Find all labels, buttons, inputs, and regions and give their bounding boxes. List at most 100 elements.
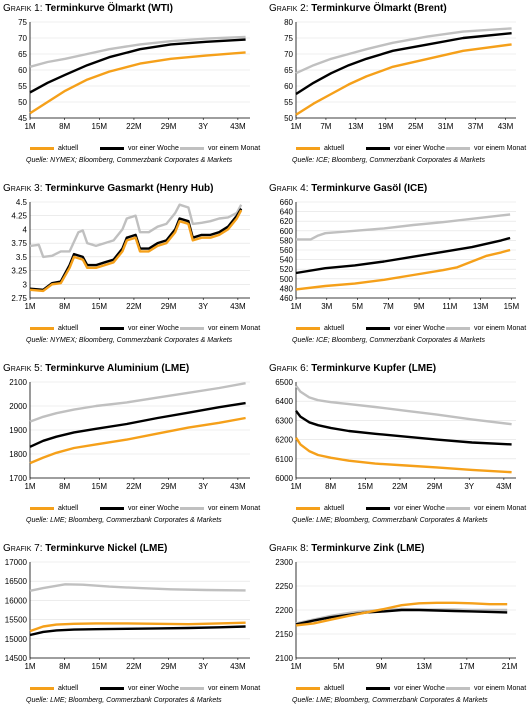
- y-tick-label: 600: [280, 227, 294, 236]
- legend-item-woche: vor einer Woche: [100, 501, 179, 515]
- chart-panel-8: Grafik 8: Terminkurve Zink (LME) 2100 2150…: [266, 540, 532, 720]
- legend-item-aktuell: aktuell: [30, 501, 78, 515]
- y-tick-label: 60: [284, 82, 293, 91]
- y-tick-label: 3.25: [11, 267, 27, 276]
- y-tick-label: 17000: [5, 558, 28, 567]
- series-line-monat: [29, 35, 246, 68]
- x-tick-label: 22M: [126, 302, 142, 311]
- x-tick-label: 13M: [473, 302, 489, 311]
- legend-label: vor einem Monat: [474, 504, 527, 512]
- legend-swatch: [30, 506, 54, 510]
- legend-swatch: [100, 506, 124, 510]
- legend-label: aktuell: [324, 144, 345, 152]
- series-line-monat: [29, 583, 246, 592]
- y-tick-label: 65: [284, 66, 293, 75]
- legend-swatch: [446, 146, 470, 150]
- chart-svg: 45 50 55 60 65 70 75 1M 8M 15M 22M 29M 3Y 43M: [18, 18, 250, 131]
- y-tick-label: 640: [280, 208, 294, 217]
- y-tick-label: 520: [280, 265, 294, 274]
- x-tick-label: 21M: [502, 662, 518, 671]
- chart-svg: 2.75 3 3.25 3.5 3.75 4 4.25 4.5 1M 8M 15M 22M 29M 3Y 4…: [11, 198, 250, 311]
- legend-label: vor einem Monat: [208, 324, 261, 332]
- y-tick-label: 6500: [275, 378, 293, 387]
- y-tick-label: 2250: [275, 582, 293, 591]
- series-line-aktuell: [294, 437, 512, 474]
- legend-label: vor einer Woche: [128, 144, 179, 152]
- x-tick-label: 43M: [230, 302, 246, 311]
- series-line-monat: [296, 213, 511, 241]
- series-line-woche: [295, 410, 512, 446]
- y-tick-label: 540: [280, 256, 294, 265]
- x-tick-label: 15M: [504, 302, 520, 311]
- legend-label: vor einer Woche: [394, 324, 445, 332]
- legend-label: vor einer Woche: [394, 684, 445, 692]
- legend-swatch: [180, 326, 204, 330]
- y-tick-label: 3.5: [16, 253, 28, 262]
- chart-title: Grafik 6: Terminkurve Kupfer (LME): [269, 363, 436, 374]
- legend-item-monat: vor einem Monat: [180, 501, 260, 515]
- y-tick-label: 60: [18, 66, 27, 75]
- y-tick-label: 4: [23, 225, 28, 234]
- legend-item-aktuell: aktuell: [296, 681, 344, 695]
- chart-title-text: Terminkurve Ölmarkt (WTI): [45, 3, 173, 14]
- chart-panel-4: Grafik 4: Terminkurve Gasöl (ICE) 460 480 5…: [266, 180, 532, 360]
- series-line-aktuell: [29, 621, 246, 633]
- chart-panel-2: Grafik 2: Terminkurve Ölmarkt (Brent) 50 5…: [266, 0, 532, 180]
- legend-item-monat: vor einem Monat: [446, 501, 526, 515]
- legend-swatch: [296, 506, 320, 510]
- x-tick-label: 5M: [352, 302, 363, 311]
- chart-label: Grafik 2:: [269, 3, 309, 14]
- x-tick-label: 8M: [59, 662, 70, 671]
- y-tick-label: 65: [18, 50, 27, 59]
- chart-source: Quelle: LME; Bloomberg, Commerzbank Corp…: [292, 697, 488, 704]
- x-tick-label: 29M: [161, 122, 177, 131]
- y-tick-label: 4.5: [16, 198, 28, 207]
- y-tick-label: 1900: [9, 426, 27, 435]
- x-tick-label: 1M: [290, 662, 301, 671]
- chart-legend: aktuell vor einer Woche vor einem Monat: [0, 321, 266, 335]
- y-tick-label: 55: [18, 82, 27, 91]
- x-tick-label: 1M: [290, 122, 301, 131]
- x-tick-label: 29M: [161, 302, 177, 311]
- chart-legend: aktuell vor einer Woche vor einem Monat: [266, 681, 532, 695]
- legend-label: vor einem Monat: [208, 504, 261, 512]
- x-tick-label: 25M: [408, 122, 424, 131]
- chart-title: Grafik 8: Terminkurve Zink (LME): [269, 543, 424, 554]
- legend-swatch: [30, 686, 54, 690]
- legend-label: aktuell: [58, 684, 79, 692]
- y-tick-label: 50: [18, 98, 27, 107]
- x-tick-label: 15M: [92, 302, 108, 311]
- chart-title-text: Terminkurve Nickel (LME): [45, 543, 168, 554]
- chart-legend: aktuell vor einer Woche vor einem Monat: [0, 141, 266, 155]
- y-tick-label: 14500: [5, 654, 28, 663]
- chart-title-text: Terminkurve Gasmarkt (Henry Hub): [45, 183, 214, 194]
- chart-source: Quelle: ICE; Bloomberg, Commerzbank Corp…: [292, 337, 485, 344]
- x-tick-label: 43M: [230, 662, 246, 671]
- legend-item-woche: vor einer Woche: [100, 141, 179, 155]
- y-tick-label: 500: [280, 275, 294, 284]
- y-tick-label: 480: [280, 284, 294, 293]
- legend-swatch: [180, 686, 204, 690]
- y-tick-label: 16500: [5, 577, 28, 586]
- legend-swatch: [180, 146, 204, 150]
- x-tick-label: 9M: [376, 662, 387, 671]
- x-tick-label: 1M: [24, 122, 35, 131]
- y-tick-label: 6400: [275, 397, 293, 406]
- legend-swatch: [366, 686, 390, 690]
- legend-item-aktuell: aktuell: [296, 321, 344, 335]
- x-tick-label: 3Y: [198, 302, 208, 311]
- chart-source: Quelle: NYMEX; Bloomberg, Commerzbank Co…: [26, 157, 233, 164]
- legend-label: vor einer Woche: [394, 144, 445, 152]
- chart-svg: 6000 6100 6200 6300 6400 6500 1M 8M 15M 22M 29M 3Y 4…: [275, 378, 516, 491]
- x-tick-label: 3M: [321, 302, 332, 311]
- chart-panel-3: Grafik 3: Terminkurve Gasmarkt (Henry Hu…: [0, 180, 266, 360]
- x-tick-label: 29M: [161, 662, 177, 671]
- legend-item-aktuell: aktuell: [30, 321, 78, 335]
- legend-label: vor einem Monat: [208, 144, 261, 152]
- x-tick-label: 15M: [358, 482, 374, 491]
- y-tick-label: 620: [280, 217, 294, 226]
- y-tick-label: 580: [280, 236, 294, 245]
- x-tick-label: 9M: [414, 302, 425, 311]
- legend-swatch: [366, 506, 390, 510]
